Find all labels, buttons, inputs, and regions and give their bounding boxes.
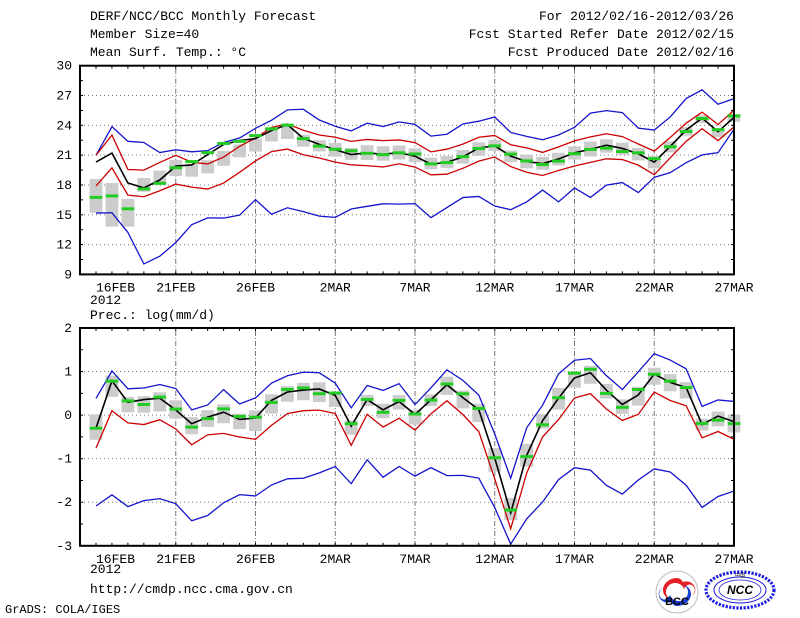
svg-text:中国: 中国 [735, 572, 745, 579]
svg-text:BCC: BCC [665, 596, 689, 608]
svg-text:NCC: NCC [727, 583, 753, 597]
